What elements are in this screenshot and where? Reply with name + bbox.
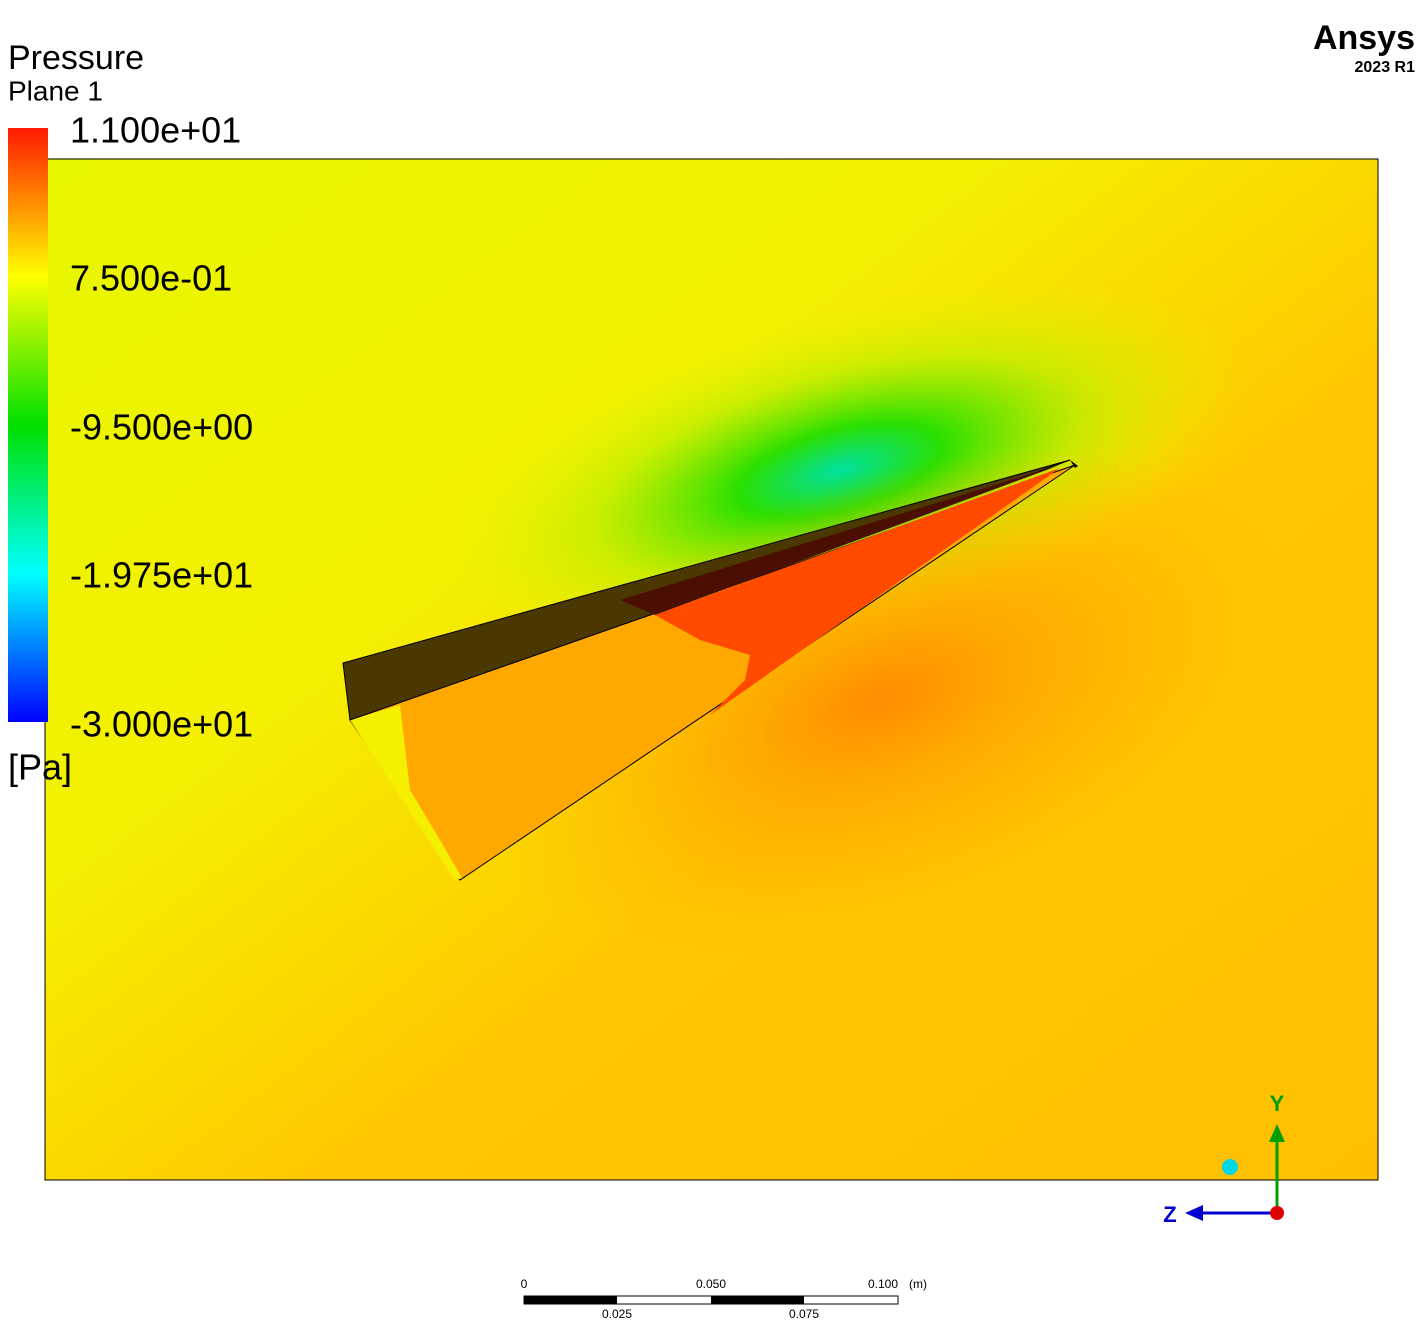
triad-sphere <box>1222 1159 1238 1175</box>
scale-bar-segment <box>711 1296 804 1304</box>
wedge-top-dark <box>620 465 1060 615</box>
legend-label: 1.100e+01 <box>70 110 241 151</box>
scale-label: 0.025 <box>602 1307 632 1321</box>
color-bar <box>8 128 48 722</box>
wedge-geometry <box>342 459 1078 881</box>
scale-label: 0.075 <box>789 1307 819 1321</box>
wedge-face-edge <box>350 705 462 880</box>
legend-label: 7.500e-01 <box>70 258 232 299</box>
axis-triad: Y Z <box>1163 1091 1285 1227</box>
triad-z-arrow <box>1185 1205 1203 1221</box>
legend-title: Pressure <box>8 39 144 77</box>
legend-label: -3.000e+01 <box>70 704 253 745</box>
scale-unit: (m) <box>909 1277 927 1291</box>
logo-version: 2023 R1 <box>1355 59 1416 76</box>
scale-label: 0.100 <box>868 1277 898 1291</box>
wedge-tip <box>1070 460 1078 468</box>
scale-label: 0.050 <box>696 1277 726 1291</box>
legend-subtitle: Plane 1 <box>8 75 103 106</box>
triad-y-arrow <box>1269 1124 1285 1142</box>
wedge-high-region <box>655 468 1060 715</box>
scale-bar-segment <box>524 1296 617 1304</box>
legend-label: -1.975e+01 <box>70 555 253 596</box>
scale-bar: 0 0.050 0.100 (m) 0.025 0.075 <box>521 1277 927 1321</box>
triad-y-label: Y <box>1270 1091 1285 1116</box>
triad-x-point <box>1270 1206 1284 1220</box>
triad-z-label: Z <box>1163 1202 1176 1227</box>
logo-name: Ansys <box>1313 19 1415 57</box>
scale-label: 0 <box>521 1277 528 1291</box>
legend-label: -9.500e+00 <box>70 407 253 448</box>
legend-unit: [Pa] <box>8 747 72 788</box>
